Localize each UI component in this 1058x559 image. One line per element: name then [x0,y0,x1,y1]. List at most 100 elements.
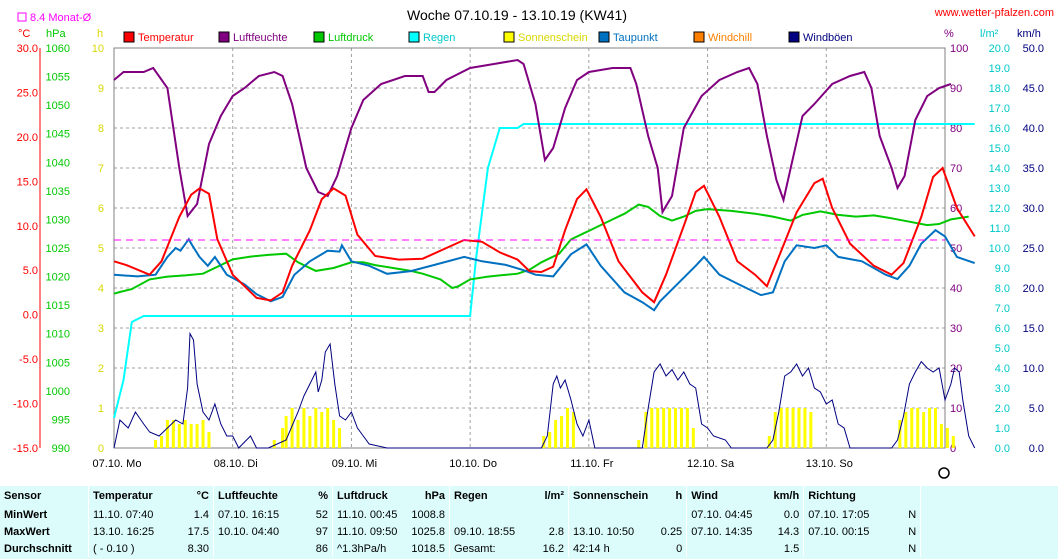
unit-hum: % [944,28,954,40]
tick-label-sun: 9 [98,83,104,95]
tick-label-rain: 19.0 [989,63,1010,75]
table-row: Durchschnitt ( - 0.10 ) 8.30 86 ^1.3hPa/… [0,540,1058,557]
tick-label-sun: 5 [98,243,104,255]
legend-label-gust: Windböen [803,32,853,44]
tick-label-rain: 5.0 [995,343,1010,355]
cell [530,506,569,523]
col-wind-unit: km/h [773,490,800,502]
tick-label-rain: 15.0 [989,143,1010,155]
series-line-press [113,203,969,295]
sun-bar [542,436,546,448]
sun-bar [910,408,914,448]
cell: 07.10. 16:15 [213,506,302,523]
col-luftfeuchte: Luftfeuchte [213,486,302,506]
cell: 1.5 [783,542,800,555]
sun-bar [571,412,575,448]
sun-bar [650,408,654,448]
cell: 09.10. 18:55 [449,523,530,540]
sun-bar [308,416,312,448]
x-tick-label: 13.10. So [806,458,853,470]
cell: ^1.3hPa/h [332,540,403,557]
row-label: Durchschnitt [4,542,72,555]
table-filler [920,540,1058,557]
sun-bar [177,424,181,448]
tick-label-wind: 30.0 [1023,203,1044,215]
sun-bar [898,420,902,448]
tick-label-press: 1030 [46,214,70,226]
tick-label-rain: 16.0 [989,123,1010,135]
tick-label-rain: 14.0 [989,163,1010,175]
tick-label-hum: 30 [950,323,962,335]
site-link[interactable]: www.wetter-pfalzen.com [934,7,1054,19]
sun-bar [154,440,158,448]
sun-bar [201,420,205,448]
cell: 17.5 [187,525,209,538]
sun-bar [548,432,552,448]
cell: N [908,542,917,555]
sun-bar [338,428,342,448]
tick-label-wind: 0.0 [1029,443,1044,455]
tick-label-hum: 90 [950,83,962,95]
cell [568,506,653,523]
col-luftdruck: Luftdruck [332,486,403,506]
legend-swatch-sun [503,31,515,43]
tick-label-press: 1000 [46,386,70,398]
sun-bar [803,408,807,448]
cell: 1018.5 [411,542,445,555]
x-tick-label: 10.10. Do [449,458,497,470]
tick-label-rain: 4.0 [995,363,1010,375]
tick-label-rain: 11.0 [989,223,1010,235]
sun-bar [189,424,193,448]
row-label: MinWert [4,508,48,521]
cell: 0 [676,542,683,555]
col-richtung: Richtung [803,486,883,506]
sun-bar [284,416,288,448]
cell: 07.10. 14:35 [686,523,766,540]
tick-label-hum: 80 [950,123,962,135]
col-regen: Regen [449,486,530,506]
cell: 1.4 [193,508,209,521]
sun-bar [320,412,324,448]
legend-label-chill: Windchill [708,32,752,44]
cell: 07.10. 04:45 [686,506,766,523]
col-sensor: Sensor [4,490,42,502]
sun-bar [326,408,330,448]
table-filler [920,523,1058,540]
sun-bar [272,440,276,448]
x-tick-label: 09.10. Mi [332,458,377,470]
sun-bar [644,412,648,448]
sun-bar [159,436,163,448]
sun-bar [662,408,666,448]
sun-bar [314,408,318,448]
legend-label-rain: Regen [423,32,455,44]
col-sonnenschein: Sonnenschein [568,486,653,506]
cell: 1025.8 [411,525,445,538]
tick-label-sun: 6 [98,203,104,215]
table-row: MinWert 11.10. 07:40 1.4 07.10. 16:15 52… [0,506,1058,523]
weather-chart: Woche 07.10.19 - 13.10.19 (KW41) www.wet… [12,7,1054,479]
tick-label-hum: 70 [950,163,962,175]
plot-area [113,58,976,449]
cell: N [908,525,917,538]
tick-label-rain: 2.0 [995,403,1010,415]
tick-label-rain: 9.0 [995,263,1010,275]
legend-swatch-dew [598,31,610,43]
sun-bar [779,408,783,448]
cell: 13.10. 10:50 [568,523,653,540]
tick-label-wind: 20.0 [1023,283,1044,295]
legend-swatch-gust [788,31,800,43]
tick-label-rain: 17.0 [989,103,1010,115]
sun-bar [791,408,795,448]
tick-label-rain: 7.0 [995,303,1010,315]
tick-label-sun: 0 [98,443,104,455]
axes: 30.025.020.015.010.05.00.0-5.0-10.0-15.0… [13,43,1044,470]
legend: Temperatur Luftfeuchte Luftdruck Regen Sonne… [123,31,853,44]
sun-bar [916,408,920,448]
tick-label-wind: 50.0 [1023,43,1044,55]
tick-label-rain: 20.0 [989,43,1010,55]
tick-label-temp: 20.0 [17,132,38,144]
cell [213,540,302,557]
sun-bar [797,408,801,448]
legend-label-sun: Sonnenschein [518,32,588,44]
tick-label-temp: 5.0 [23,265,38,277]
